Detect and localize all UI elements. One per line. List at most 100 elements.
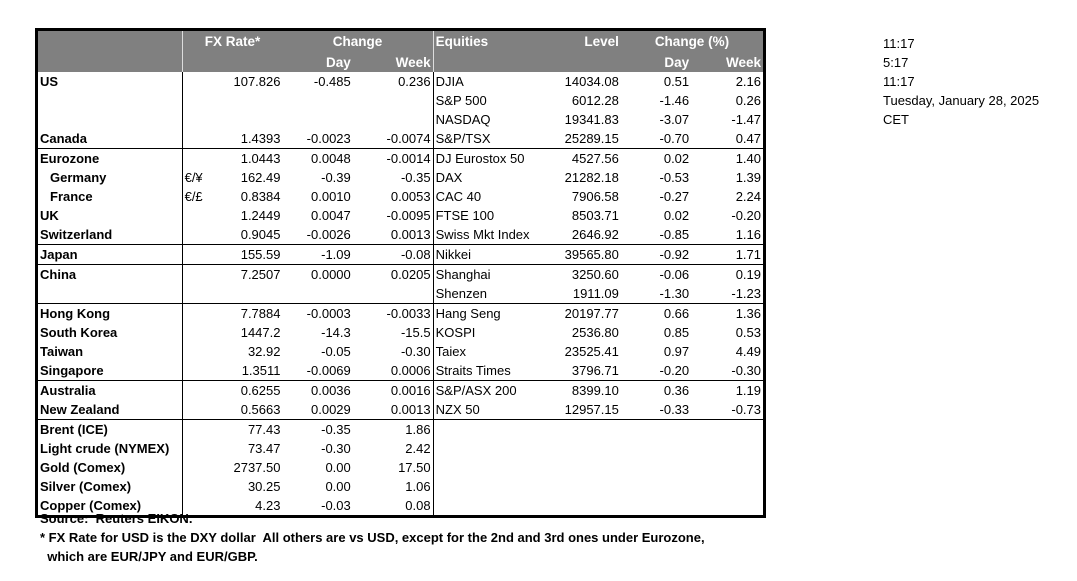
equity-name	[433, 439, 540, 458]
equity-name	[433, 477, 540, 496]
equity-day-change: -0.85	[659, 227, 690, 242]
equity-level: 39565.80	[540, 244, 621, 265]
table-row: Gold (Comex) 2737.50 0.00 17.50	[36, 458, 765, 477]
fx-week-change	[352, 91, 434, 110]
fx-day-change: 0.00	[325, 479, 351, 494]
fx-rate: 1447.2	[240, 325, 281, 340]
row-label: Copper (Comex)	[36, 496, 183, 517]
equity-day-change: 0.97	[663, 344, 690, 359]
table-row: Germany €/¥ 162.49 -0.39 -0.35 DAX 21282.18 -0.…	[36, 168, 765, 187]
header-row: FX Rate* Change Equities Level Change (%…	[36, 29, 765, 52]
fx-day-change: -0.03	[321, 498, 351, 513]
equity-day-change: -0.70	[659, 131, 690, 146]
equity-name	[433, 419, 541, 439]
equity-level: 2536.80	[571, 325, 619, 340]
cross-label	[182, 148, 215, 168]
equity-week-change	[691, 458, 764, 477]
fx-day-change: -0.30	[321, 441, 351, 456]
table-row: Switzerland 0.9045 -0.0026 0.0013 Swiss Mkt …	[36, 225, 765, 245]
row-label: Gold (Comex)	[36, 458, 183, 477]
cross-label	[182, 342, 214, 361]
time-info: 11:17	[883, 74, 915, 89]
cross-label	[182, 72, 214, 91]
equity-name: DJIA	[435, 74, 464, 89]
equity-day-change: -0.20	[659, 363, 690, 378]
equity-level	[541, 477, 621, 496]
equity-level: 20197.77	[540, 303, 621, 323]
time-info: 11:17	[883, 36, 915, 51]
equity-week-change: 4.49	[735, 344, 761, 359]
equity-name: Taiex	[435, 344, 466, 359]
table-row: Brent (ICE) 77.43 -0.35 1.86	[36, 419, 765, 439]
fx-day-change: -0.39	[321, 170, 351, 185]
row-label: Brent (ICE)	[36, 419, 183, 439]
fx-rate: 0.8384	[240, 189, 281, 204]
fx-day-change: -1.09	[282, 244, 353, 265]
fx-week-change: 1.06	[352, 477, 434, 496]
table-row: New Zealand 0.5663 0.0029 0.0013 NZX 50 12957…	[36, 400, 765, 420]
table-row: S&P 500 6012.28 -1.46 0.26	[36, 91, 765, 110]
cross-label	[182, 380, 215, 400]
fx-week-change	[352, 284, 434, 304]
equity-level: 2646.92	[571, 227, 619, 242]
row-label: France	[36, 187, 183, 206]
cross-label	[182, 458, 214, 477]
fx-day-change: 0.0000	[282, 264, 353, 284]
row-label: UK	[36, 206, 183, 225]
equity-day-change: 0.66	[620, 303, 692, 323]
cross-label	[182, 206, 214, 225]
fx-day-change: -0.0023	[306, 131, 351, 146]
fx-rate: 7.2507	[214, 264, 283, 284]
fx-week-change	[352, 110, 434, 129]
row-label: Light crude (NYMEX)	[36, 439, 183, 458]
equity-name: Shenzen	[435, 286, 487, 301]
row-label: Singapore	[36, 361, 183, 381]
equity-day-change: -0.27	[659, 189, 690, 204]
header-week: Week	[352, 52, 434, 72]
fx-rate	[214, 284, 282, 304]
fx-rate: 155.59	[214, 244, 283, 265]
equity-name: CAC 40	[435, 189, 482, 204]
equity-week-change: 0.19	[691, 264, 765, 284]
fx-rate: 1.2449	[240, 208, 281, 223]
row-label	[36, 91, 183, 110]
equity-level: 25289.15	[564, 131, 619, 146]
row-label: Japan	[36, 244, 183, 265]
cross-label: €/£	[184, 189, 203, 204]
equity-day-change: 0.36	[620, 380, 692, 400]
cross-label	[182, 284, 214, 304]
fx-week-change: 0.0013	[352, 400, 434, 420]
table-row: Shenzen 1911.09 -1.30 -1.23	[36, 284, 765, 304]
fx-rate: 1.3511	[241, 363, 281, 378]
equity-week-change	[691, 439, 764, 458]
fx-day-change: 0.0010	[311, 189, 351, 204]
row-label: Eurozone	[36, 148, 183, 168]
fx-day-change: -0.0026	[306, 227, 351, 242]
time-info: 5:17	[883, 55, 909, 70]
fx-week-change: 2.42	[352, 439, 434, 458]
row-label: China	[36, 264, 183, 284]
equity-level: 14034.08	[564, 74, 619, 89]
fx-day-change: -14.3	[321, 325, 351, 340]
cross-label	[182, 225, 214, 245]
cross-label	[182, 419, 215, 439]
fx-day-change	[282, 110, 352, 129]
table-row: Australia 0.6255 0.0036 0.0016 S&P/ASX 200 83…	[36, 380, 765, 400]
equity-week-change: 0.53	[735, 325, 761, 340]
equity-week-change: 1.19	[691, 380, 765, 400]
equity-level: 8503.71	[571, 208, 619, 223]
header-change: Change	[282, 29, 434, 52]
cross-label	[182, 264, 215, 284]
time-info: CET	[883, 112, 909, 127]
cross-label	[182, 244, 215, 265]
fx-rate: 77.43	[214, 419, 283, 439]
cross-label: €/¥	[184, 170, 203, 185]
fx-day-change: 0.0029	[311, 402, 351, 417]
equity-name: KOSPI	[435, 325, 476, 340]
equity-name: Swiss Mkt Index	[435, 227, 530, 242]
cross-label	[182, 129, 214, 149]
equity-day-change	[621, 439, 691, 458]
fx-week-change: -0.0033	[352, 303, 434, 323]
header-blank	[36, 29, 183, 52]
table-row: Singapore 1.3511 -0.0069 0.0006 Straits Time…	[36, 361, 765, 381]
